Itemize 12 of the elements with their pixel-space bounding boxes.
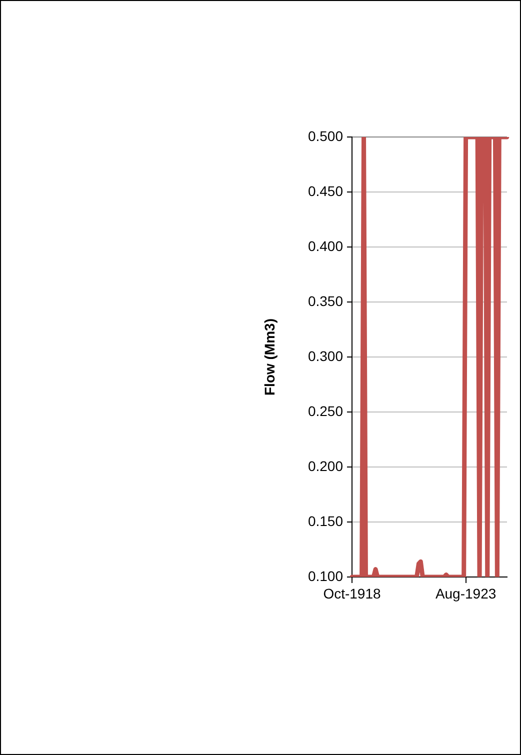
- y-tick-label: 0.350: [308, 292, 344, 309]
- y-tick-label: 0.100: [308, 568, 344, 584]
- y-tick-label: 0.200: [308, 458, 344, 474]
- y-axis-title: Flow (Mm3): [261, 318, 278, 396]
- y-tick-label: 0.400: [308, 238, 344, 254]
- y-tick-label: 0.300: [308, 348, 344, 364]
- y-tick-label: 0.250: [308, 402, 344, 419]
- y-tick-label: 0.150: [308, 512, 344, 529]
- x-tick-label: Oct-1918: [323, 585, 382, 602]
- y-tick-label: 0.450: [308, 182, 344, 199]
- x-tick-label: Aug-1923: [435, 585, 496, 602]
- y-tick-label: 0.500: [308, 128, 344, 144]
